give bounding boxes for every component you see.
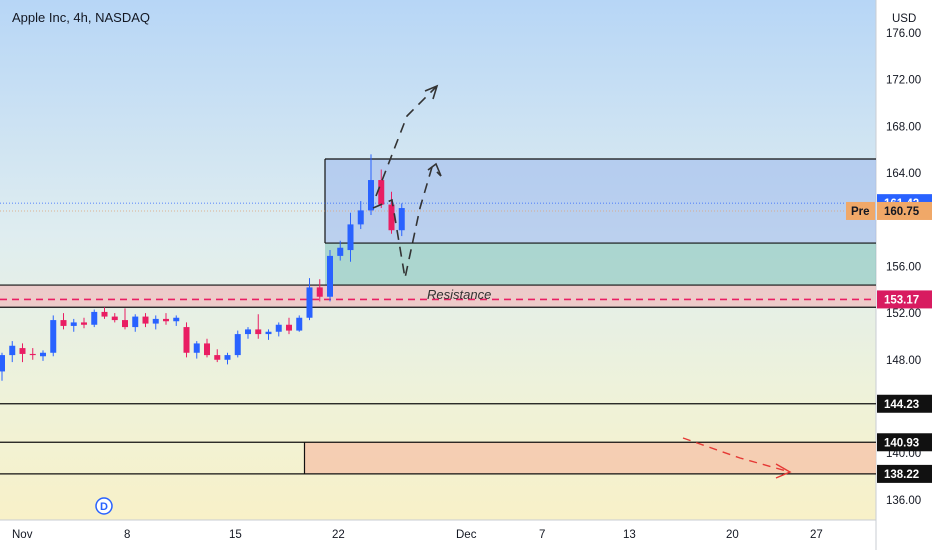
x-tick-label: 22 — [332, 529, 345, 541]
price-badge-label: 140.93 — [884, 437, 919, 449]
candle-body — [0, 355, 5, 372]
y-tick-label: 168.00 — [886, 121, 921, 133]
candle-body — [152, 318, 159, 324]
dividend-marker-label: D — [100, 501, 108, 513]
candle-body — [122, 320, 128, 328]
projection-arrowhead-up — [424, 84, 439, 100]
price-badge-label: 138.22 — [884, 469, 919, 481]
candle-body — [255, 329, 262, 335]
resistance-zone — [0, 285, 876, 308]
teal-zone — [325, 243, 876, 286]
price-badge-level — [877, 464, 932, 483]
projection-arrows — [372, 84, 442, 279]
price-badge-label: 160.75 — [884, 206, 920, 218]
dividend-marker-circle[interactable] — [95, 497, 113, 515]
candle-body — [40, 352, 46, 357]
candle-body — [101, 311, 108, 317]
blue-zone — [325, 159, 876, 244]
projection-arrow-up — [375, 85, 438, 197]
candles-layer — [0, 154, 405, 381]
candle-body — [265, 331, 272, 335]
candle-body — [29, 353, 36, 356]
candle-body — [296, 317, 303, 331]
candle-body — [19, 348, 26, 354]
x-tick-label: 7 — [539, 529, 545, 541]
candle-body — [286, 324, 292, 331]
x-tick-label: 15 — [229, 529, 242, 541]
candle-body — [70, 322, 77, 326]
candle-body — [378, 180, 385, 205]
price-badge-level — [877, 290, 932, 309]
red-dashed-arrow — [682, 437, 791, 473]
pre-market-tag — [846, 201, 875, 220]
candle-body — [337, 247, 344, 256]
chart-title: Apple Inc, 4h, NASDAQ — [12, 10, 150, 25]
event-marker[interactable]: D — [95, 497, 113, 515]
zones-layer — [0, 158, 876, 474]
time-axis-panel — [0, 520, 876, 550]
y-tick-label: 152.00 — [886, 308, 921, 320]
candle-body — [142, 316, 149, 324]
y-tick-label: 136.00 — [886, 495, 921, 507]
candle-body — [306, 287, 313, 318]
candle-body — [245, 329, 251, 335]
candle-body — [132, 316, 139, 328]
candle-body — [224, 355, 231, 360]
candle-body — [193, 343, 200, 353]
candle-body — [163, 318, 169, 322]
candle-body — [81, 322, 87, 325]
levels-layer — [0, 202, 876, 475]
x-tick-label: 27 — [810, 529, 823, 541]
price-badge-label: 153.17 — [884, 294, 919, 306]
candle-body — [388, 204, 395, 231]
projection-arrow-down-red — [682, 437, 792, 479]
y-tick-label: 172.00 — [886, 75, 921, 87]
candle-body — [214, 355, 221, 360]
candle-body — [50, 320, 57, 353]
x-tick-label: Dec — [456, 529, 477, 541]
candle-body — [327, 255, 333, 297]
price-axis-panel — [876, 0, 932, 550]
candle-body — [316, 287, 323, 297]
candle-body — [347, 224, 354, 251]
y-tick-label: 148.00 — [886, 355, 921, 367]
candle-body — [111, 316, 118, 321]
red-arrowhead — [775, 463, 792, 479]
x-tick-label: 20 — [726, 529, 739, 541]
projection-arrow-zigzag — [372, 165, 442, 279]
candle-body — [204, 343, 210, 356]
candle-body — [173, 317, 180, 322]
resistance-annotation: Resistance — [427, 287, 491, 302]
price-badge-level — [877, 433, 932, 452]
y-tick-label: 164.00 — [886, 168, 921, 180]
y-tick-label: 156.00 — [886, 261, 921, 273]
x-tick-label: 8 — [124, 529, 130, 541]
pre-market-tag-label: Pre — [851, 206, 870, 218]
candle-body — [357, 210, 364, 225]
candle-body — [183, 327, 190, 353]
candle-body — [275, 324, 282, 332]
candle-body — [368, 180, 374, 211]
orange-zone — [304, 442, 876, 474]
candle-body — [9, 345, 16, 356]
candle-body — [398, 208, 405, 231]
candle-body — [91, 311, 98, 325]
candle-body — [60, 320, 67, 326]
price-badge-pre — [877, 201, 932, 220]
y-tick-label: 176.00 — [886, 28, 921, 40]
projection-arrowhead-zigzag — [427, 162, 442, 177]
candle-body — [234, 334, 241, 356]
x-tick-label: Nov — [12, 529, 33, 541]
x-tick-label: 13 — [623, 529, 636, 541]
x-axis-ticks: Nov 8 15 22 Dec 7 13 20 27 — [12, 529, 823, 541]
price-badge-label: 144.23 — [884, 399, 919, 411]
currency-label: USD — [892, 13, 916, 25]
price-badge-level — [877, 394, 932, 413]
